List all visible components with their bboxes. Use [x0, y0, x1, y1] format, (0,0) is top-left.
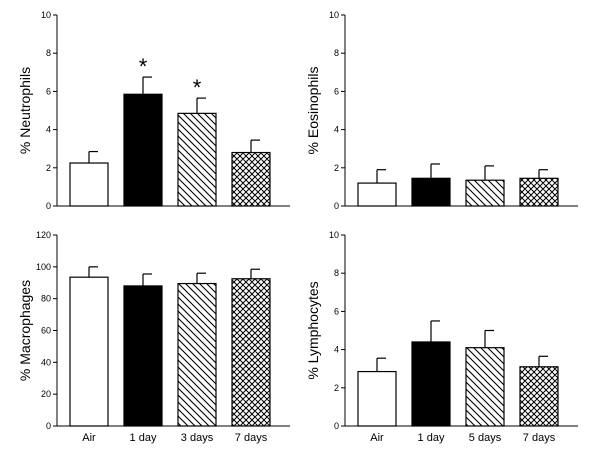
significance-marker: * — [139, 54, 148, 79]
bar — [411, 341, 451, 427]
y-axis-label: % Eosinophils — [305, 67, 321, 155]
y-tick-label: 8 — [334, 48, 339, 58]
bar — [69, 276, 109, 427]
bar — [519, 177, 559, 207]
y-tick-label: 10 — [329, 230, 339, 240]
x-category-label: 3 days — [181, 432, 214, 444]
y-tick-label: 0 — [334, 421, 339, 431]
x-category-label: 1 day — [130, 432, 157, 444]
chart-panel: 0 2 4 6 8 10 % Eosinophils — [305, 10, 578, 211]
y-tick-label: 2 — [334, 163, 339, 173]
bar — [123, 93, 163, 207]
x-category-label: 5 days — [469, 432, 502, 444]
bar — [231, 278, 271, 427]
y-tick-label: 8 — [334, 268, 339, 278]
y-tick-label: 20 — [41, 389, 51, 399]
x-category-label: Air — [82, 432, 96, 444]
y-tick-label: 6 — [46, 86, 51, 96]
y-tick-label: 0 — [46, 201, 51, 211]
y-tick-label: 0 — [46, 421, 51, 431]
y-tick-label: 10 — [41, 10, 51, 20]
chart-panel: 0 2 4 6 8 10 % Neutrophils * * — [17, 10, 290, 211]
y-axis-label: % Neutrophils — [17, 67, 33, 154]
bar — [69, 162, 109, 207]
x-category-label: 7 days — [523, 432, 556, 444]
bar — [465, 347, 505, 427]
x-category-label: 1 day — [418, 432, 445, 444]
y-tick-label: 100 — [36, 262, 51, 272]
y-axis-label: % Macrophages — [17, 280, 33, 381]
bar — [177, 112, 217, 207]
y-tick-label: 8 — [46, 48, 51, 58]
y-tick-label: 60 — [41, 326, 51, 336]
bar — [357, 370, 397, 427]
bar — [465, 179, 505, 207]
y-tick-label: 6 — [334, 306, 339, 316]
bar — [231, 151, 271, 207]
y-tick-label: 2 — [334, 383, 339, 393]
x-category-label: Air — [370, 432, 384, 444]
chart-panel: 0 2 4 6 8 10 % Lymphocytes Air 1 day 5 days 7 days — [305, 230, 578, 444]
x-category-label: 7 days — [235, 432, 268, 444]
y-tick-label: 10 — [329, 10, 339, 20]
y-tick-label: 6 — [334, 86, 339, 96]
y-tick-label: 4 — [334, 125, 339, 135]
significance-marker: * — [193, 75, 202, 100]
y-axis-label: % Lymphocytes — [305, 281, 321, 379]
chart-panel: 0 20 40 60 80 100 120 % Macrophages Air 1 day 3 da… — [17, 230, 290, 444]
bar — [519, 366, 559, 427]
bar — [357, 182, 397, 207]
bar — [177, 282, 217, 427]
y-tick-label: 80 — [41, 294, 51, 304]
y-tick-label: 4 — [334, 345, 339, 355]
y-tick-label: 120 — [36, 230, 51, 240]
bar — [411, 177, 451, 207]
bar — [123, 285, 163, 427]
y-tick-label: 4 — [46, 125, 51, 135]
y-tick-label: 40 — [41, 357, 51, 367]
y-tick-label: 0 — [334, 201, 339, 211]
y-tick-label: 2 — [46, 163, 51, 173]
